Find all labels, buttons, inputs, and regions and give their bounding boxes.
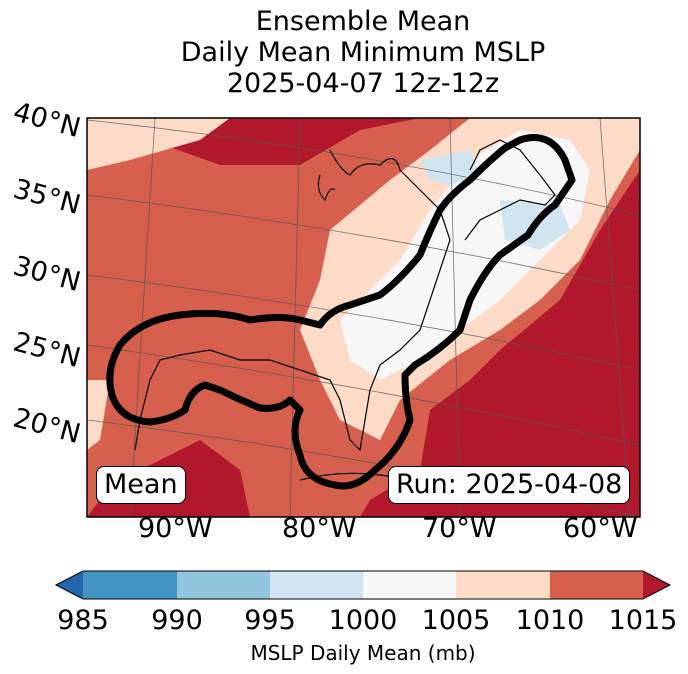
run-date-box: Run: 2025-04-08 [388, 466, 631, 504]
colorbar-tick-1015: 1015 [608, 605, 678, 636]
map-panel [87, 118, 640, 517]
lon-label-80w: 80°W [282, 513, 357, 544]
colorbar-over-triangle [643, 571, 670, 599]
colorbar [54, 570, 672, 600]
colorbar-segment-1005-1010 [456, 571, 550, 599]
colorbar-tick-1000: 1000 [328, 605, 398, 636]
lon-label-90w: 90°W [138, 513, 213, 544]
title-line-3: 2025-04-07 12z-12z [226, 68, 500, 99]
colorbar-under-triangle [56, 571, 83, 599]
colorbar-tick-995: 995 [244, 605, 296, 636]
colorbar-label: MSLP Daily Mean (mb) [250, 641, 476, 665]
colorbar-segment-985-990 [83, 571, 177, 599]
graticule [87, 118, 640, 517]
map-title: Ensemble Mean Daily Mean Minimum MSLP 20… [0, 6, 688, 99]
colorbar-tick-985: 985 [57, 605, 109, 636]
pressure-band-top-left [87, 118, 230, 170]
colorbar-tick-990: 990 [151, 605, 203, 636]
lon-label-70w: 70°W [422, 513, 497, 544]
lon-label-60w: 60°W [563, 513, 638, 544]
colorbar-tick-1005: 1005 [421, 605, 491, 636]
pressure-band-995-1000 [340, 130, 590, 380]
mean-contour [106, 134, 576, 490]
colorbar-segment-1000-1005 [363, 571, 456, 599]
map-frame [86, 117, 641, 518]
coastlines [134, 139, 556, 491]
title-line-2: Daily Mean Minimum MSLP [180, 37, 546, 68]
colorbar-segment-1010-1015 [550, 571, 643, 599]
colorbar-segment-990-995 [177, 571, 270, 599]
title-line-1: Ensemble Mean [255, 6, 471, 37]
colorbar-segment-995-1000 [270, 571, 363, 599]
pressure-band-left-strip [87, 380, 110, 450]
mean-label-box: Mean [96, 466, 186, 504]
colorbar-tick-1010: 1010 [515, 605, 585, 636]
colorbar-outline [54, 570, 672, 600]
